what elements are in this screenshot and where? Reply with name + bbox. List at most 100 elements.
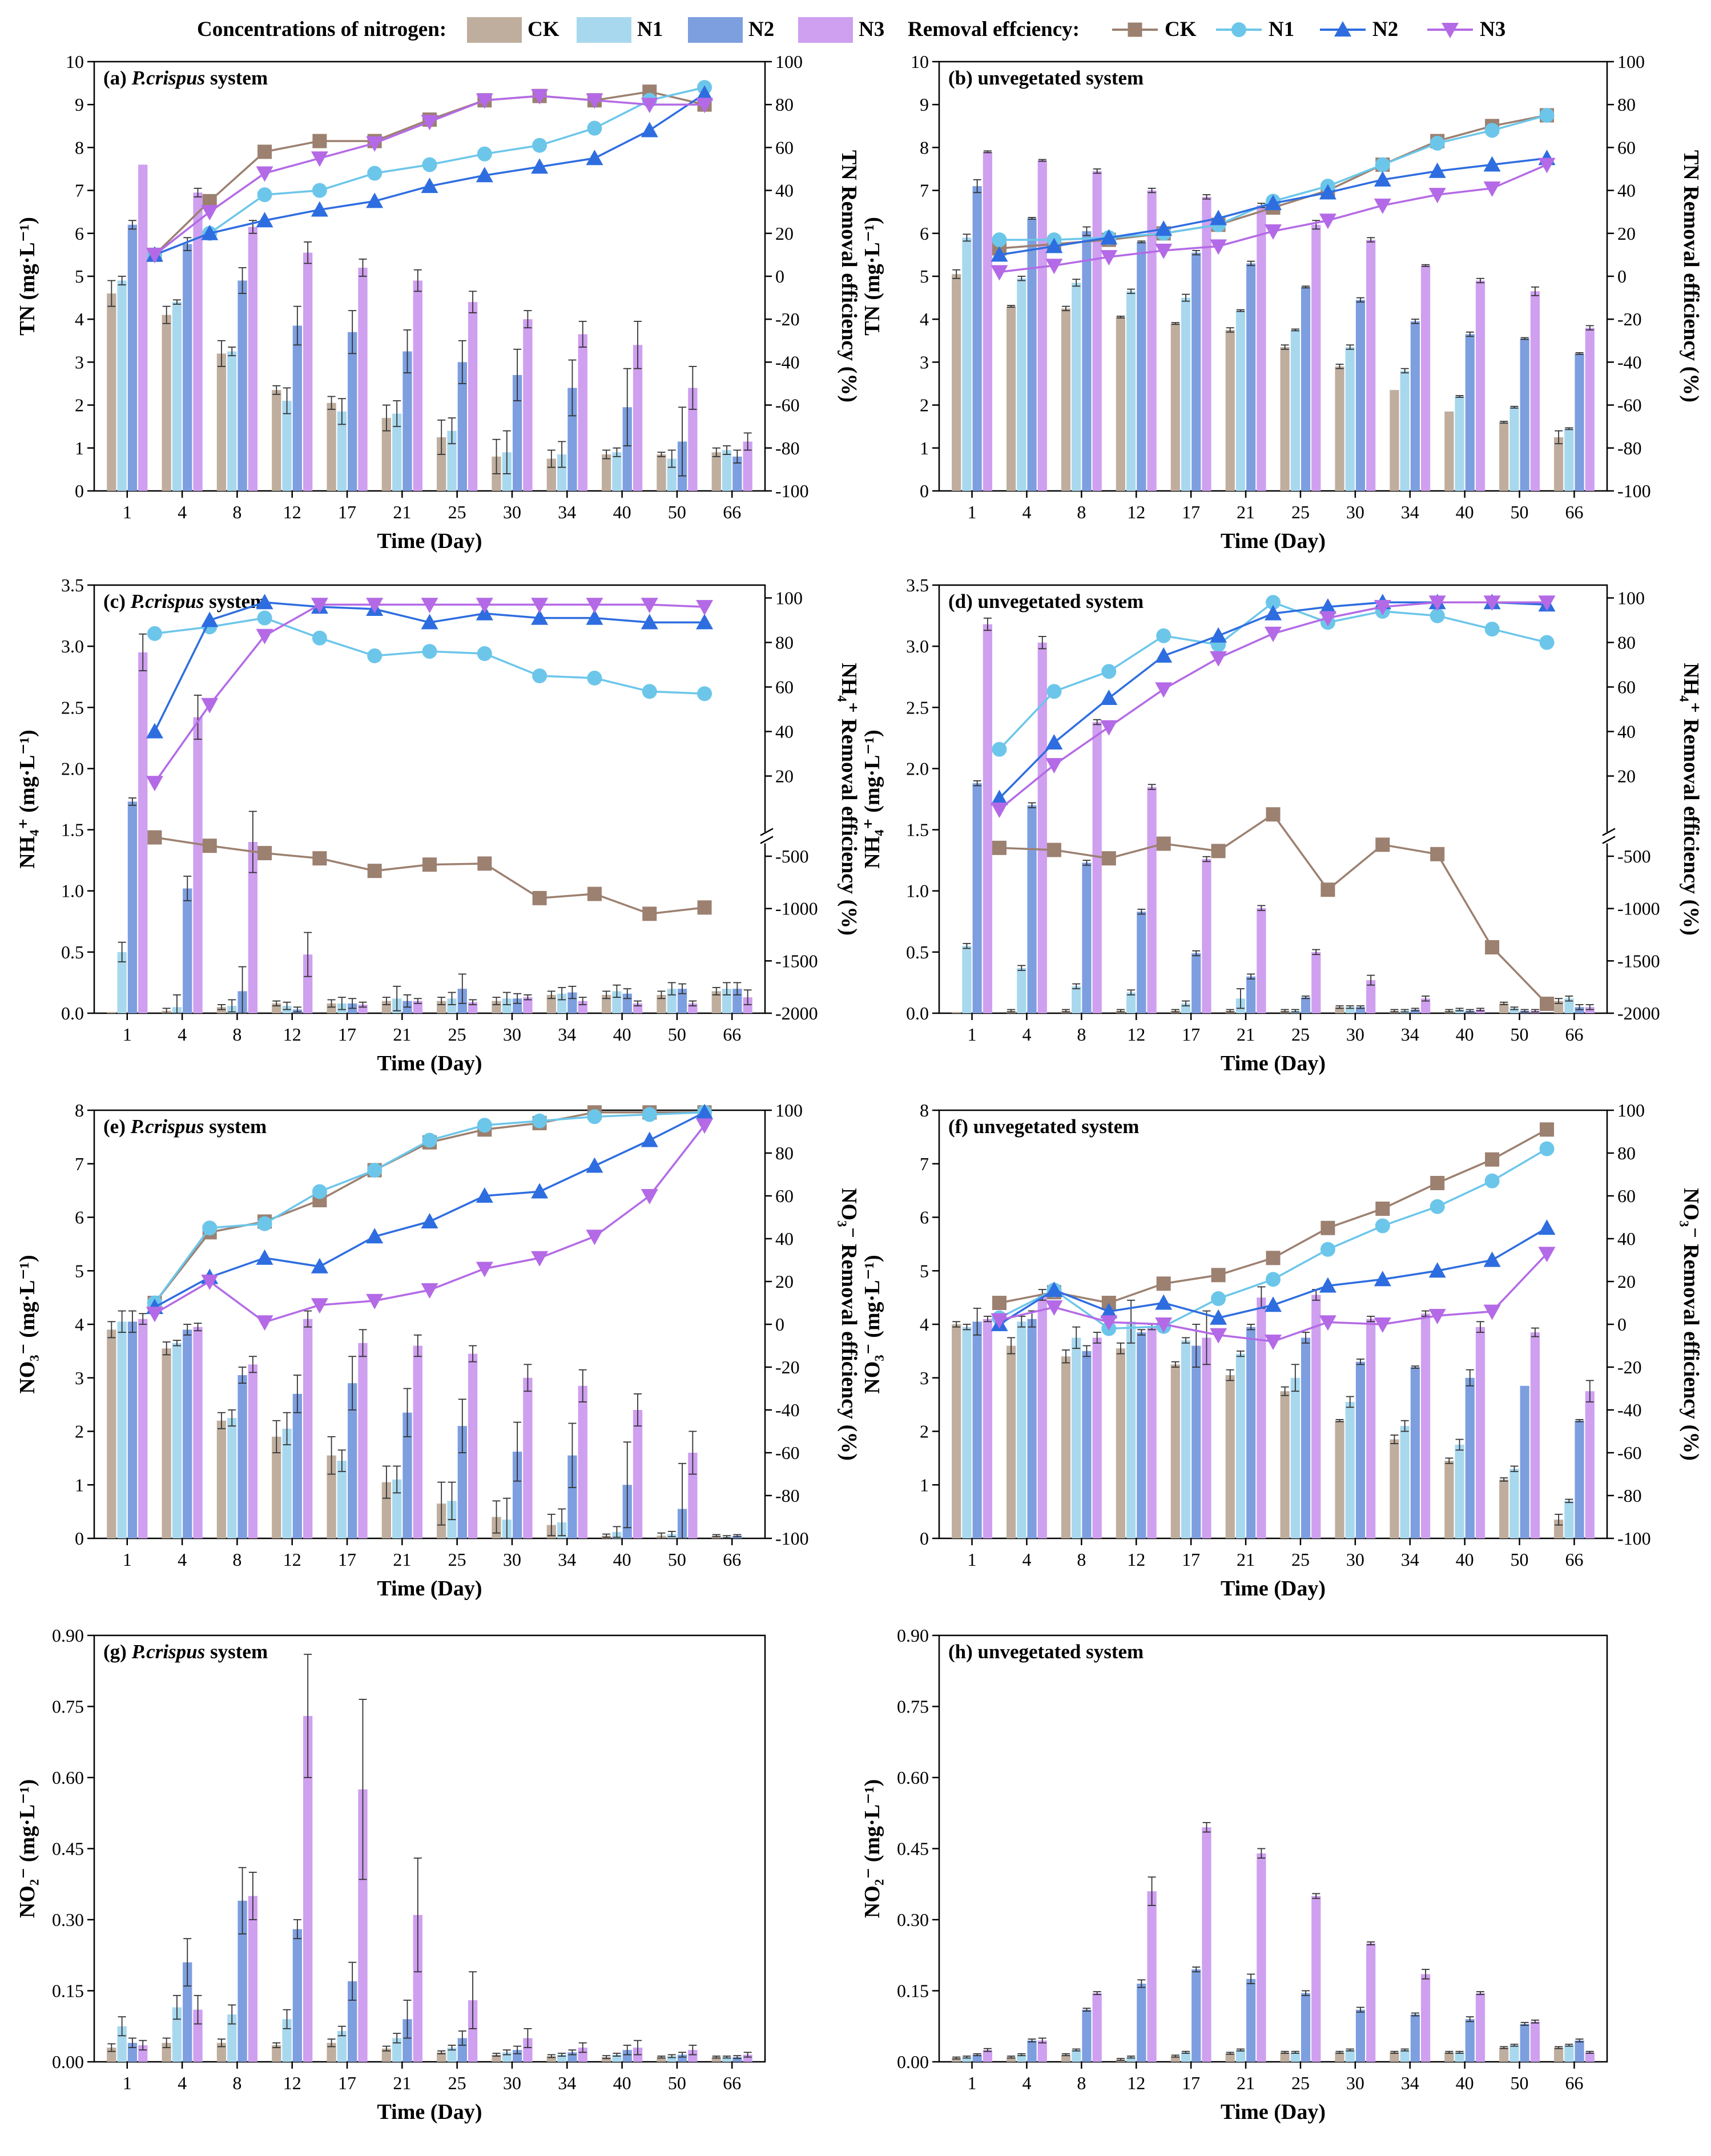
bar-n3-34 (578, 1001, 587, 1013)
x-tick-label: 17 (1182, 502, 1200, 522)
error-bar-ck-12 (272, 1000, 281, 1007)
point-n3-11 (696, 98, 714, 114)
error-bar-ck-12 (272, 385, 281, 395)
bar-n3-66 (743, 2054, 752, 2062)
bar-n3-30 (523, 1377, 533, 1538)
bar-n3-25 (468, 302, 478, 491)
y2-tick-label: 80 (775, 94, 794, 115)
error-bar-n1-21 (1236, 988, 1245, 1009)
bar-n1-25 (1290, 330, 1300, 491)
point-n3-6 (421, 598, 438, 614)
bar-n1-8 (1072, 1337, 1081, 1538)
error-bar-n2-50 (678, 406, 687, 477)
x-tick-label: 40 (613, 1024, 631, 1045)
y-tick-label: 10 (911, 51, 929, 72)
y2-tick-label: -20 (775, 1357, 800, 1377)
bar-n1-17 (1181, 2052, 1191, 2062)
error-bar-n2-34 (1411, 2012, 1419, 2017)
bar-n3-4 (193, 717, 203, 1013)
bar-n3-34 (578, 2048, 587, 2062)
error-bar-n3-17 (359, 1329, 367, 1357)
bar-n3-25 (468, 1353, 478, 1538)
error-bar-n1-40 (613, 2053, 621, 2057)
point-n3-4 (1155, 682, 1173, 698)
point-n1-5 (367, 166, 383, 181)
y-tick-label: 0.30 (897, 1909, 929, 1930)
point-n2-3 (1100, 1303, 1118, 1319)
bar-ck-50 (1499, 422, 1509, 491)
y2-tick-label: 60 (1617, 137, 1636, 158)
error-bar-ck-25 (437, 2050, 446, 2054)
x-tick-label: 30 (1346, 2073, 1364, 2093)
bar-n1-8 (227, 2014, 237, 2062)
bar-ck-17 (1170, 323, 1180, 491)
bar-ck-8 (216, 2042, 227, 2062)
y-tick-label: 0.60 (52, 1767, 84, 1788)
error-bar-n1-1 (118, 2016, 126, 2037)
error-bar-n1-66 (723, 982, 731, 996)
plot-frame (938, 584, 1608, 1014)
error-bar-ck-66 (1555, 430, 1563, 445)
point-n1-9 (1430, 608, 1445, 623)
chart-panel-d: 0.0 0.5 1.0 1.5 2.0 2.5 3.0 3.5 1 4 8 12 17 21 25 30 34 4… (860, 575, 1703, 1075)
point-n3-9 (1428, 1309, 1446, 1324)
point-ck-7 (1321, 882, 1335, 897)
y2-tick-label: 40 (775, 722, 794, 742)
y-tick-label: 9 (75, 94, 84, 115)
bar-n3-50 (1530, 2021, 1540, 2062)
x-tick-label: 12 (1127, 502, 1145, 522)
bar-n3-12 (1147, 1327, 1157, 1538)
error-bar-n2-21 (1247, 1973, 1255, 1984)
y-tick-label: 5 (920, 266, 929, 287)
bar-n1-1 (962, 2057, 972, 2062)
error-bar-n3-1 (983, 150, 992, 154)
bar-ck-25 (1280, 1391, 1290, 1538)
bar-n1-17 (337, 1461, 347, 1538)
bar-ck-30 (492, 1001, 501, 1013)
chart-panel-c: 0.0 0.5 1.0 1.5 2.0 2.5 3.0 3.5 1 4 8 12 17 21 25 30 34 4… (15, 575, 861, 1075)
point-n1-6 (422, 157, 437, 172)
point-n1-2 (202, 1220, 218, 1236)
y-tick-label: 0.00 (897, 2052, 929, 2072)
point-n1-4 (312, 1184, 327, 1199)
bar-n2-21 (1246, 1327, 1256, 1538)
x-tick-label: 8 (1077, 1024, 1086, 1045)
y-axis-label: TN (mg·L⁻¹) (860, 217, 884, 336)
x-tick-label: 50 (668, 2073, 686, 2093)
error-bar-n2-17 (348, 1961, 357, 2001)
x-tick-label: 12 (1127, 1549, 1145, 1570)
bar-n3-21 (413, 280, 422, 491)
bar-n3-66 (1585, 328, 1595, 491)
point-n2-2 (1045, 734, 1063, 749)
error-bar-n1-66 (1565, 2044, 1573, 2047)
error-bar-ck-1 (952, 2056, 961, 2060)
y-tick-label: 2.0 (61, 758, 84, 779)
bar-n2-30 (512, 998, 522, 1013)
error-bar-n2-34 (568, 359, 577, 417)
point-n3-9 (586, 1230, 603, 1246)
point-ck-9 (1430, 1176, 1445, 1190)
error-bar-n1-8 (1072, 279, 1081, 287)
y-tick-label: 6 (75, 1207, 84, 1228)
error-bar-n1-34 (558, 441, 566, 468)
y-tick-label: 3 (75, 352, 84, 372)
error-bar-n3-12 (1148, 187, 1156, 194)
error-bar-n1-66 (723, 445, 731, 455)
x-tick-label: 25 (1291, 2073, 1310, 2093)
bar-ck-21 (1225, 2053, 1235, 2062)
error-bar-ck-8 (217, 1004, 226, 1010)
bar-n1-30 (1345, 2050, 1355, 2062)
error-bar-ck-8 (217, 1412, 226, 1429)
y2-tick-label: 0 (775, 1314, 784, 1335)
bar-n2-25 (1301, 1993, 1311, 2062)
bar-ck-8 (1061, 2054, 1071, 2062)
error-bar-n1-12 (1127, 989, 1136, 996)
bar-n2-1 (972, 2054, 982, 2062)
error-bar-n3-4 (1038, 636, 1046, 650)
error-bar-ck-12 (1116, 1342, 1125, 1355)
error-bar-n3-40 (1476, 1991, 1484, 1996)
error-bar-n1-30 (502, 2049, 511, 2056)
point-n1-11 (1539, 635, 1555, 650)
error-bar-ck-34 (547, 2054, 555, 2058)
